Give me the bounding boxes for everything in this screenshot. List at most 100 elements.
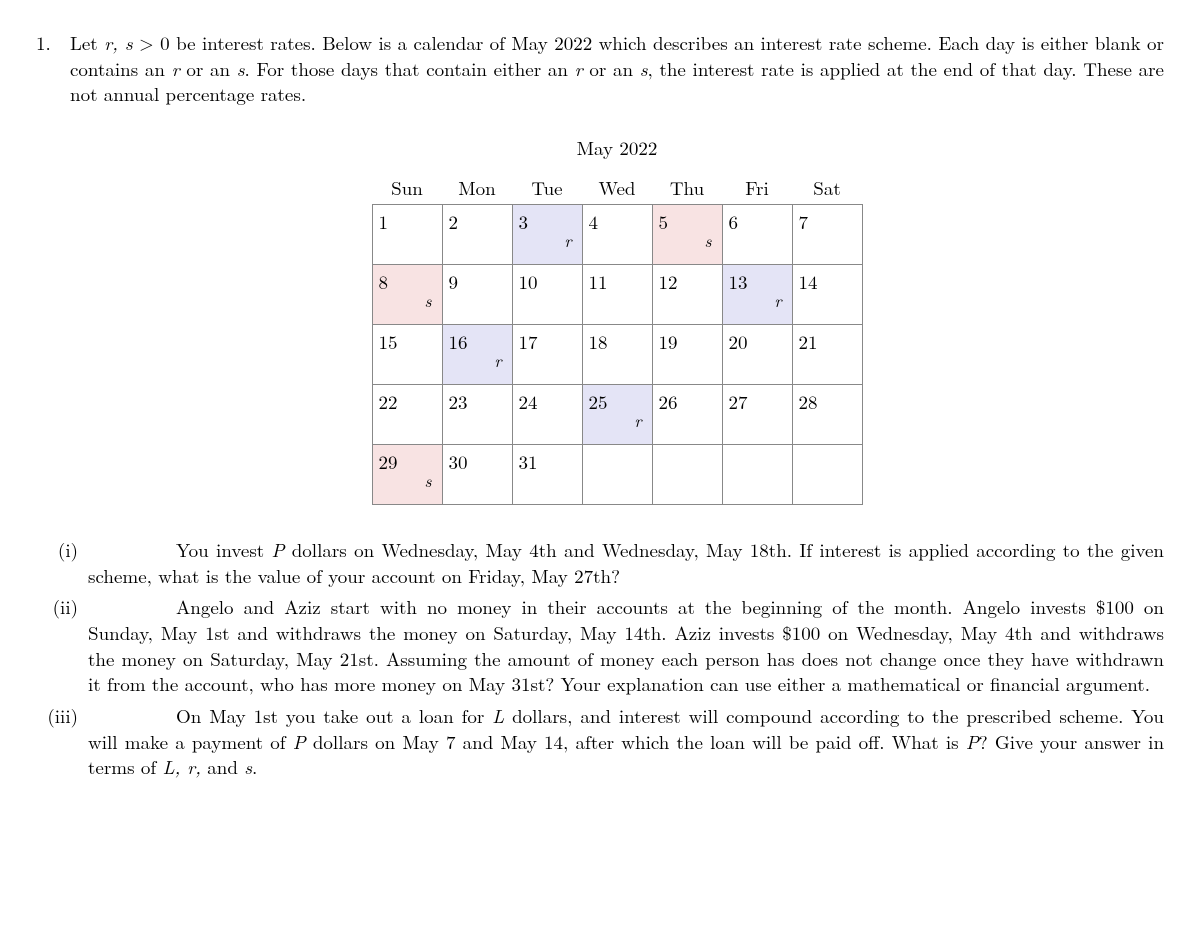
intro-text: or an <box>583 55 640 82</box>
calendar-daynum: 4 <box>589 209 646 235</box>
part-i-label: (i) <box>30 537 78 563</box>
calendar-rate: s <box>705 229 712 252</box>
calendar-daynum: 27 <box>729 389 786 415</box>
part-i-text: You invest <box>176 536 272 563</box>
calendar-rate: r <box>634 409 641 432</box>
part-iii-text: On May 1st you take out a loan for <box>176 702 492 729</box>
var-p: P <box>966 728 979 755</box>
var-lrs: L, r, <box>163 753 201 780</box>
calendar-cell: 4 <box>582 205 652 265</box>
calendar-cell: 19 <box>652 325 722 385</box>
calendar-cell: 16r <box>442 325 512 385</box>
calendar-cell: 14 <box>792 265 862 325</box>
var-p: P <box>293 728 306 755</box>
calendar-rate: r <box>564 229 571 252</box>
calendar-cell: 9 <box>442 265 512 325</box>
calendar-rate: s <box>425 289 432 312</box>
calendar-cell: 10 <box>512 265 582 325</box>
calendar-header-cell: Thu <box>652 171 722 205</box>
var-r: r <box>172 55 180 82</box>
calendar-cell: 21 <box>792 325 862 385</box>
calendar-daynum: 24 <box>519 389 576 415</box>
calendar-cell: 30 <box>442 445 512 505</box>
var-p: P <box>272 536 285 563</box>
calendar-rate: s <box>425 469 432 492</box>
calendar-block: May 2022 SunMonTueWedThuFriSat 123r45s67… <box>70 135 1164 505</box>
part-iii: (iii) On May 1st you take out a loan for… <box>30 703 1164 780</box>
calendar-cell: 2 <box>442 205 512 265</box>
calendar-header-cell: Tue <box>512 171 582 205</box>
var-r: r <box>575 55 583 82</box>
intro-text: , the <box>648 55 686 82</box>
calendar-body: 123r45s678s910111213r141516r171819202122… <box>372 205 862 505</box>
calendar-daynum: 19 <box>659 329 716 355</box>
calendar-rate: r <box>774 289 781 312</box>
calendar-daynum: 1 <box>379 209 436 235</box>
calendar-cell: 3r <box>512 205 582 265</box>
calendar-cell: 31 <box>512 445 582 505</box>
calendar-row: 29s 30 31 <box>372 445 862 505</box>
calendar-daynum: 28 <box>799 389 856 415</box>
calendar-cell: 6 <box>722 205 792 265</box>
calendar-cell: 24 <box>512 385 582 445</box>
var-s: s <box>244 753 252 780</box>
calendar-rate: r <box>494 349 501 372</box>
part-iii-text: dollars on May 7 and May 14, after which… <box>306 728 966 755</box>
calendar-daynum: 14 <box>799 269 856 295</box>
calendar-daynum: 20 <box>729 329 786 355</box>
calendar-daynum: 11 <box>589 269 646 295</box>
problem-body: Let r, s > 0 be interest rates. Below is… <box>70 30 1164 786</box>
calendar-daynum: 23 <box>449 389 506 415</box>
calendar-daynum: 9 <box>449 269 506 295</box>
part-iii-label: (iii) <box>30 703 78 729</box>
calendar-cell: 28 <box>792 385 862 445</box>
intro-text: Let <box>70 29 104 56</box>
part-i-content: You invest P dollars on Wednesday, May 4… <box>88 537 1164 588</box>
calendar-cell: 17 <box>512 325 582 385</box>
calendar-head: SunMonTueWedThuFriSat <box>372 171 862 205</box>
part-iii-text: . <box>252 753 257 780</box>
part-ii: (ii) Angelo and Aziz start with no money… <box>30 594 1164 697</box>
calendar-header-cell: Sat <box>792 171 862 205</box>
intro-paragraph: Let r, s > 0 be interest rates. Below is… <box>70 30 1164 107</box>
part-iii-text: and <box>201 753 244 780</box>
calendar-cell: 15 <box>372 325 442 385</box>
calendar-row: 22232425r262728 <box>372 385 862 445</box>
calendar-daynum: 26 <box>659 389 716 415</box>
calendar-daynum: 17 <box>519 329 576 355</box>
calendar-daynum: 12 <box>659 269 716 295</box>
calendar-header-cell: Fri <box>722 171 792 205</box>
calendar-cell: 23 <box>442 385 512 445</box>
calendar-cell: 27 <box>722 385 792 445</box>
problem-intro: Let r, s > 0 be interest rates. Below is… <box>70 30 1164 107</box>
problem-number: 1. <box>36 30 60 56</box>
calendar-cell: 22 <box>372 385 442 445</box>
calendar-daynum: 21 <box>799 329 856 355</box>
calendar-daynum: 22 <box>379 389 436 415</box>
var-s: s <box>640 55 648 82</box>
part-ii-label: (ii) <box>30 594 78 620</box>
sub-parts: (i) You invest P dollars on Wednesday, M… <box>30 537 1164 780</box>
calendar-title: May 2022 <box>70 135 1164 161</box>
problem-container: 1. Let r, s > 0 be interest rates. Below… <box>36 30 1164 786</box>
calendar-daynum: 10 <box>519 269 576 295</box>
calendar-daynum: 31 <box>519 449 576 475</box>
calendar-cell <box>792 445 862 505</box>
calendar-header-row: SunMonTueWedThuFriSat <box>372 171 862 205</box>
part-iii-content: On May 1st you take out a loan for L dol… <box>88 703 1164 780</box>
calendar-daynum: 15 <box>379 329 436 355</box>
calendar-cell: 5s <box>652 205 722 265</box>
part-ii-text: Angelo and Aziz start with no money in t… <box>88 593 1164 697</box>
intro-text: . For those days that contain either an <box>245 55 575 82</box>
intro-text: > 0 be interest rates. Below is a calend… <box>133 29 932 56</box>
calendar-cell: 12 <box>652 265 722 325</box>
intro-text: or an <box>180 55 237 82</box>
calendar-header-cell: Wed <box>582 171 652 205</box>
calendar-cell: 20 <box>722 325 792 385</box>
calendar-cell <box>652 445 722 505</box>
calendar-daynum: 30 <box>449 449 506 475</box>
part-i: (i) You invest P dollars on Wednesday, M… <box>30 537 1164 588</box>
calendar-cell: 29s <box>372 445 442 505</box>
calendar-cell: 1 <box>372 205 442 265</box>
calendar-row: 1516r1718192021 <box>372 325 862 385</box>
